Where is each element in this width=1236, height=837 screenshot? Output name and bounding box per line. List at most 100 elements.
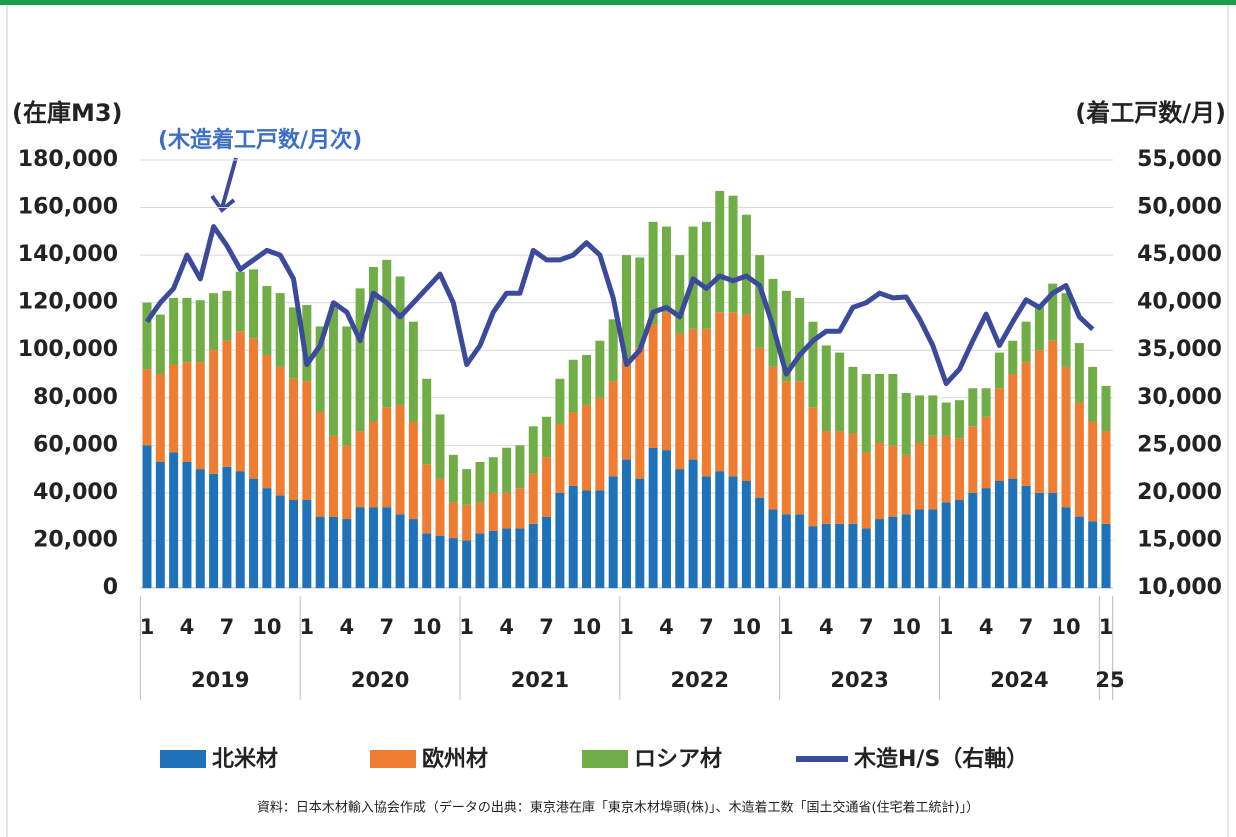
bar-segment [502,447,512,493]
x-tick-label: 10 [412,615,441,639]
bar-segment [768,509,778,588]
bar-segment [728,195,738,313]
bar-segment [249,269,259,339]
year-label: 2020 [351,668,409,692]
bar-segment [915,395,925,443]
bar-segment [275,293,285,367]
bar-segment [315,516,325,588]
bar-segment [981,488,991,588]
y2-tick-label: 30,000 [1137,385,1222,410]
bar-segment [741,481,751,588]
bar-segment [781,290,791,382]
bar-segment [875,374,885,443]
y2-tick-label: 55,000 [1137,147,1222,172]
bar-segment [182,461,192,588]
year-label: 2024 [990,668,1048,692]
x-tick-label: 10 [732,615,761,639]
y-tick-label: 80,000 [33,385,118,410]
bar-segment [142,445,152,588]
bar-segment [728,312,738,477]
year-label: 2022 [671,668,729,692]
x-tick-label: 1 [459,615,474,639]
bar-segment [155,374,165,462]
bar-segment [448,538,458,588]
bar-segment [795,297,805,382]
y2-tick-label: 15,000 [1137,527,1222,552]
y-tick-label: 60,000 [33,432,118,457]
bar-segment [422,378,432,465]
bar-segment [582,354,592,405]
x-tick-label: 7 [220,615,235,639]
bar-segment [1074,516,1084,588]
bar-segment [182,362,192,462]
bar-segment [755,347,765,498]
bar-segment [222,340,232,467]
bar-segment [915,442,925,510]
bar-segment [1074,343,1084,403]
bar-segment [408,321,418,422]
bar-segment [275,495,285,588]
bar-segment [475,502,485,534]
bar-segment [861,374,871,453]
bar-segment [1048,492,1058,588]
x-tick-label: 10 [1051,615,1080,639]
bar-segment [342,519,352,588]
bar-segment [395,404,405,515]
bar-segment [755,497,765,588]
year-label: 2019 [191,668,249,692]
x-tick-label: 4 [659,615,674,639]
bar-segment [1008,478,1018,588]
bar-segment [408,421,418,520]
bar-segment [715,190,725,313]
top-bar [0,0,1236,5]
bar-segment [608,476,618,588]
bar-segment [582,404,592,491]
bar-segment [675,469,685,588]
x-tick-label: 7 [379,615,394,639]
bar-segment [328,516,338,588]
bar-segment [382,507,392,588]
bar-segment [688,459,698,588]
bar-segment [542,457,552,517]
bar-segment [502,492,512,529]
bar-segment [981,416,991,489]
y2-tick-label: 45,000 [1137,242,1222,267]
bar-segment [328,435,338,517]
bar-segment [249,338,259,479]
bar-segment [1008,340,1018,374]
bar-segment [195,362,205,470]
bar-segment [808,321,818,408]
bar-segment [169,364,179,453]
bar-segment [715,471,725,588]
bar-segment [755,255,765,348]
bar-segment [488,457,498,493]
bar-segment [1034,305,1044,351]
annotation: (木造着工戸数/月次) [158,127,362,153]
bar-segment [741,314,751,481]
x-tick-label: 7 [539,615,554,639]
bar-segment [848,523,858,588]
bar-segment [1034,350,1044,493]
x-tick-label: 4 [979,615,994,639]
bar-segment [888,445,898,517]
bar-segment [635,257,645,348]
bar-segment [848,366,858,434]
bar-segment [954,400,964,439]
bar-segment [941,502,951,588]
bar-segment [355,288,365,432]
bar-segment [661,312,671,451]
bar-segment [142,369,152,446]
y2-tick-label: 40,000 [1137,290,1222,315]
bar-segment [302,305,312,382]
legend-swatch [160,750,206,768]
bar-segment [1021,485,1031,588]
bar-segment [515,488,525,529]
bar-segment [342,326,352,446]
bar-segment [235,271,245,332]
bar-segment [901,514,911,588]
bar-segment [382,259,392,408]
bar-segment [568,412,578,486]
bar-segment [515,445,525,489]
bar-segment [968,492,978,588]
x-tick-label: 7 [699,615,714,639]
